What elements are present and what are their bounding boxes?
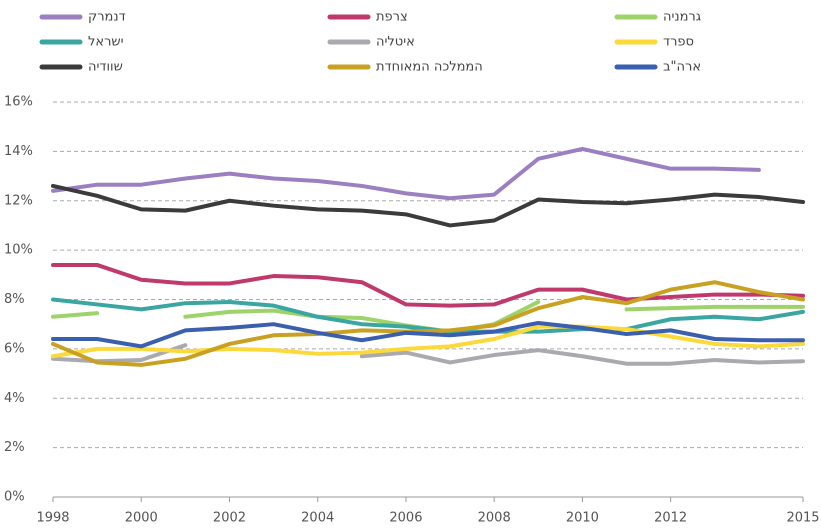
y-tick-label: 2% (4, 440, 25, 455)
series-line (51, 324, 805, 359)
series-line (51, 320, 805, 349)
x-tick-label: 2008 (478, 511, 511, 526)
y-tick-label: 6% (4, 341, 25, 356)
legend-label: שוודיה (88, 60, 123, 75)
series-line (51, 262, 805, 308)
y-tick-label: 8% (4, 292, 25, 307)
y-tick-label: 16% (4, 95, 33, 110)
x-tick-label: 2010 (566, 511, 599, 526)
x-tick-label: 2012 (654, 511, 687, 526)
y-tick-label: 0% (4, 490, 25, 505)
y-tick-label: 14% (4, 144, 33, 159)
y-tick-label: 4% (4, 391, 25, 406)
y-tick-label: 10% (4, 243, 33, 258)
x-tick-label: 2004 (301, 511, 334, 526)
x-tick-label: 2006 (389, 511, 422, 526)
series-line (51, 343, 805, 366)
legend-label: ארה"ב (663, 60, 701, 75)
legend-label: הממלכה המאוחדת (376, 60, 483, 75)
y-tick-label: 12% (4, 193, 33, 208)
legend-label: איטליה (376, 35, 415, 50)
legend-label: ספרד (663, 35, 694, 50)
x-tick-label: 2000 (125, 511, 158, 526)
legend-label: ישראל (88, 35, 124, 50)
series-line (51, 183, 805, 228)
series-line (51, 146, 761, 201)
x-tick-label: 2015 (786, 511, 819, 526)
x-tick-label: 1998 (36, 511, 69, 526)
legend-label: צרפת (376, 10, 408, 25)
x-tick-label: 2002 (213, 511, 246, 526)
series-line (51, 280, 805, 367)
legend-label: דנמרק (88, 10, 126, 25)
legend-label: גרמניה (663, 10, 701, 25)
